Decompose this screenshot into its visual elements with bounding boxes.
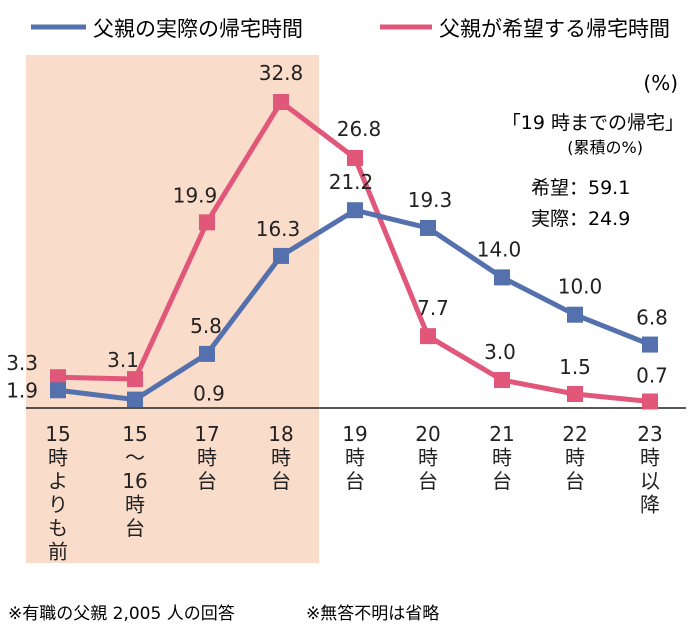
series-0-data-label: 1.9 xyxy=(6,378,38,402)
x-tick-label: り xyxy=(48,493,68,517)
x-tick-label: 台 xyxy=(492,469,512,493)
series-1-data-label: 3.1 xyxy=(107,348,139,372)
series-1-data-label: 3.3 xyxy=(6,351,38,375)
x-tick-label: 時 xyxy=(125,493,145,517)
series-0-marker xyxy=(273,247,289,264)
series-1-data-label: 19.9 xyxy=(173,183,218,207)
legend-item-actual: 父親の実際の帰宅時間 xyxy=(31,17,303,41)
series-1-marker xyxy=(494,372,510,389)
legend-item-desired: 父親が希望する帰宅時間 xyxy=(380,17,670,41)
series-1-marker xyxy=(420,328,436,345)
x-tick-label: 23 xyxy=(637,422,662,446)
series-0-marker xyxy=(127,391,143,408)
x-tick-label: 時 xyxy=(640,446,660,470)
x-tick-label: 時 xyxy=(48,446,68,470)
footnote-respondents: ※有職の父親 2,005 人の回答 xyxy=(8,604,235,624)
unit-label: (%) xyxy=(643,71,678,95)
x-tick-label: 17 xyxy=(194,422,219,446)
series-0-marker xyxy=(642,336,658,353)
x-tick-label: 前 xyxy=(48,540,68,564)
series-0-data-label: 5.8 xyxy=(190,314,222,338)
footnote-omitted: ※無答不明は省略 xyxy=(306,604,439,624)
x-tick-label: 15 xyxy=(45,422,70,446)
series-0-data-label: 0.9 xyxy=(193,382,225,406)
x-tick-label: 18 xyxy=(268,422,293,446)
x-tick-label: 19 xyxy=(342,422,367,446)
series-0-data-label: 14.0 xyxy=(477,237,522,261)
annotation-title: 「19 時までの帰宅」 xyxy=(502,112,684,134)
x-tick-label: 21 xyxy=(489,422,514,446)
legend: 父親の実際の帰宅時間 父親が希望する帰宅時間 xyxy=(31,17,670,41)
series-1-marker xyxy=(642,393,658,410)
x-tick-label: 台 xyxy=(345,469,365,493)
series-1-marker xyxy=(273,94,289,110)
x-tick-label: 時 xyxy=(197,446,217,470)
series-0-marker xyxy=(494,269,510,286)
x-tick-label: 16 xyxy=(122,469,147,493)
series-0-marker xyxy=(50,382,66,399)
series-group: 1.9 0.9 5.8 16.3 21.2 19.3 14.0 10.0 6.8 3.3 3.1 19… xyxy=(6,61,668,410)
annotation-line-actual: 実際：24.9 xyxy=(531,208,630,230)
series-1-marker xyxy=(199,214,215,231)
series-0-data-label: 19.3 xyxy=(408,188,453,212)
x-tick-label: 時 xyxy=(565,446,585,470)
series-0-marker xyxy=(347,202,363,219)
x-tick-label: 15 xyxy=(122,422,147,446)
x-tick-label: 20 xyxy=(415,422,440,446)
series-0-data-label: 16.3 xyxy=(256,217,301,241)
x-tick-label: も xyxy=(48,516,68,540)
series-0-data-label: 6.8 xyxy=(636,306,668,330)
series-0-data-label: 10.0 xyxy=(558,275,603,299)
x-tick-label: 時 xyxy=(418,446,438,470)
series-1-marker xyxy=(50,369,66,386)
x-tick-label: 台 xyxy=(418,469,438,493)
x-tick-label: 台 xyxy=(565,469,585,493)
annotation-line-desired: 希望：59.1 xyxy=(531,177,630,199)
x-tick-label: 時 xyxy=(345,446,365,470)
series-1-data-label: 0.7 xyxy=(636,363,668,387)
x-tick-label: 台 xyxy=(197,469,217,493)
legend-label-desired: 父親が希望する帰宅時間 xyxy=(439,17,670,41)
series-1-marker xyxy=(347,149,363,166)
x-tick-label: 以 xyxy=(640,469,660,493)
highlight-band xyxy=(26,55,319,563)
x-tick-label: 時 xyxy=(271,446,291,470)
series-1-data-label: 7.7 xyxy=(417,296,449,320)
x-tick-label: 台 xyxy=(271,469,291,493)
x-tick-label: ～ xyxy=(125,446,145,470)
series-1-marker xyxy=(567,386,583,403)
series-1-data-label: 26.8 xyxy=(337,117,382,141)
series-1-marker xyxy=(127,371,143,388)
x-tick-label: よ xyxy=(48,469,68,493)
annotation-subtitle: (累積の%) xyxy=(567,138,643,157)
x-tick-label: 時 xyxy=(492,446,512,470)
x-tick-label: 22 xyxy=(562,422,587,446)
legend-label-actual: 父親の実際の帰宅時間 xyxy=(93,17,303,41)
series-1-data-label: 1.5 xyxy=(559,355,591,379)
x-tick-label: 台 xyxy=(125,516,145,540)
series-1-data-label: 3.0 xyxy=(484,340,516,364)
series-0-marker xyxy=(567,306,583,323)
series-0-data-label: 21.2 xyxy=(329,170,374,194)
series-1-data-label: 32.8 xyxy=(259,61,304,85)
series-0-marker xyxy=(420,219,436,236)
x-tick-labels: 15時よりも前15～16時台17時台18時台19時台20時台21時台22時台23… xyxy=(45,422,662,564)
x-tick-label: 降 xyxy=(640,493,660,517)
series-0-marker xyxy=(199,345,215,362)
